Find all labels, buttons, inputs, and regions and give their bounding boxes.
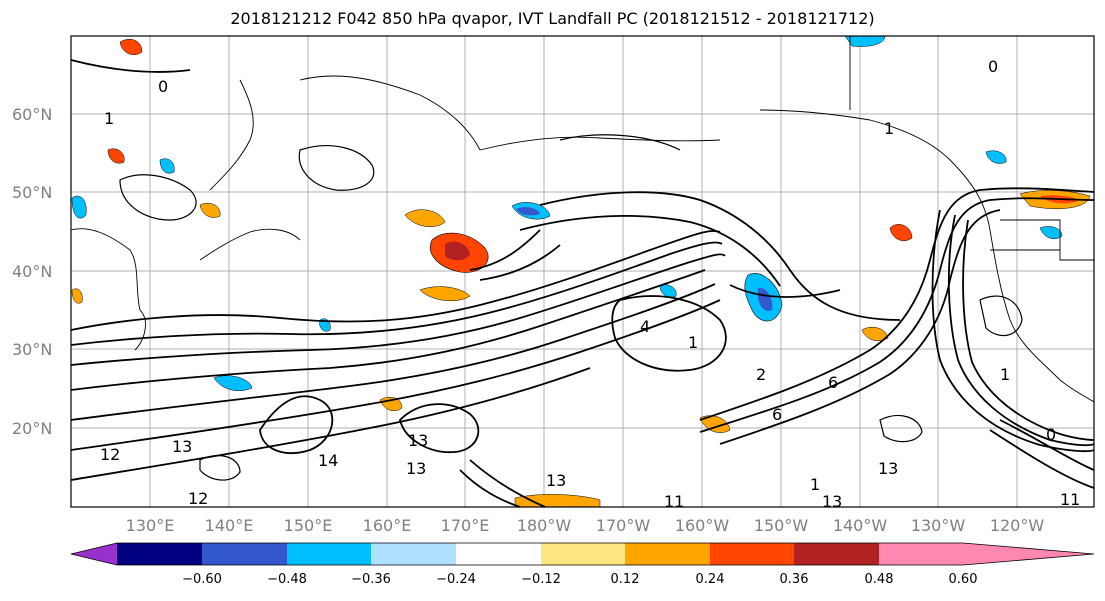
lon-label-180w: 180°W: [517, 516, 572, 535]
contour-label: 1: [810, 475, 820, 494]
colorbar-tick-label: −0.24: [436, 572, 476, 587]
qvapor-shading: [71, 35, 1091, 508]
contour-label: 12: [188, 489, 208, 508]
colorbar-segment: [879, 543, 963, 565]
graticule: [71, 36, 1094, 507]
colorbar-segment: [202, 543, 287, 565]
map-title: 2018121212 F042 850 hPa qvapor, IVT Land…: [230, 9, 875, 28]
contour-label: 14: [318, 451, 338, 470]
contour-label: 1: [884, 119, 894, 138]
lon-label-160e: 160°E: [363, 516, 412, 535]
lon-label-170w: 170°W: [596, 516, 651, 535]
colorbar-segment: [625, 543, 710, 565]
colorbar-tick-label: 0.60: [949, 572, 978, 587]
contour-label: 11: [1060, 490, 1080, 509]
contour-label-group: 1 0 0 1 4 1 2 6 1 6 12 13 14 13 13 13 12…: [100, 57, 1080, 511]
lat-label-60n: 60°N: [12, 105, 52, 124]
lon-label-120w: 120°W: [990, 516, 1045, 535]
colorbar-segment: [710, 543, 794, 565]
lat-label-50n: 50°N: [12, 183, 52, 202]
colorbar-segment: [456, 543, 541, 565]
colorbar-extend-max: [963, 543, 1094, 565]
contour-label: 2: [756, 365, 766, 384]
colorbar-tick-label: 0.36: [780, 572, 809, 587]
contour-label: 1: [1000, 365, 1010, 384]
lon-label-140w: 140°W: [833, 516, 888, 535]
colorbar-extend-min: [71, 543, 117, 565]
colorbar-tick-label: −0.36: [351, 572, 391, 587]
contour-label: 12: [100, 445, 120, 464]
contour-label: 0: [1046, 425, 1056, 444]
contour-label: 13: [406, 459, 426, 478]
lon-label-170e: 170°E: [441, 516, 490, 535]
lon-label-130e: 130°E: [126, 516, 175, 535]
contour-label: 1: [688, 333, 698, 352]
colorbar-segment: [287, 543, 371, 565]
lat-label-30n: 30°N: [12, 340, 52, 359]
latitude-labels: 60°N 50°N 40°N 30°N 20°N: [12, 105, 52, 438]
contour-label: 0: [158, 77, 168, 96]
lon-label-160w: 160°W: [675, 516, 730, 535]
contour-label: 13: [822, 492, 842, 511]
colorbar-tick-label: −0.48: [267, 572, 307, 587]
colorbar-segment: [371, 543, 456, 565]
contour-label: 0: [988, 57, 998, 76]
contour-label: 13: [172, 437, 192, 456]
lon-label-150e: 150°E: [284, 516, 333, 535]
lon-label-140e: 140°E: [205, 516, 254, 535]
colorbar-segment: [794, 543, 879, 565]
contour-label: 6: [772, 405, 782, 424]
contour-label: 4: [640, 317, 650, 336]
lon-label-130w: 130°W: [911, 516, 966, 535]
contour-label: 6: [828, 373, 838, 392]
contour-label: 1: [104, 109, 114, 128]
colorbar: [70, 542, 1095, 566]
coastlines: [70, 36, 1095, 403]
contour-label: 13: [878, 459, 898, 478]
colorbar-segment: [117, 543, 202, 565]
colorbar-tick-label: 0.48: [865, 572, 894, 587]
ivt-contours: [70, 59, 1095, 508]
lat-label-40n: 40°N: [12, 262, 52, 281]
lon-label-150w: 150°W: [754, 516, 809, 535]
longitude-labels: 130°E 140°E 150°E 160°E 170°E 180°W 170°…: [126, 516, 1045, 535]
map-frame: [70, 35, 1095, 508]
colorbar-tick-label: 0.24: [696, 572, 725, 587]
colorbar-tick-label: 0.12: [611, 572, 640, 587]
contour-label: 13: [546, 471, 566, 490]
ivt-contours-fine: [119, 134, 1023, 481]
colorbar-segment: [541, 543, 625, 565]
colorbar-ticks: −0.60 −0.48 −0.36 −0.24 −0.12 0.12 0.24 …: [182, 572, 977, 587]
lat-label-20n: 20°N: [12, 419, 52, 438]
colorbar-tick-label: −0.60: [182, 572, 222, 587]
colorbar-tick-label: −0.12: [521, 572, 561, 587]
contour-label: 13: [408, 431, 428, 450]
contour-label: 11: [664, 492, 684, 511]
